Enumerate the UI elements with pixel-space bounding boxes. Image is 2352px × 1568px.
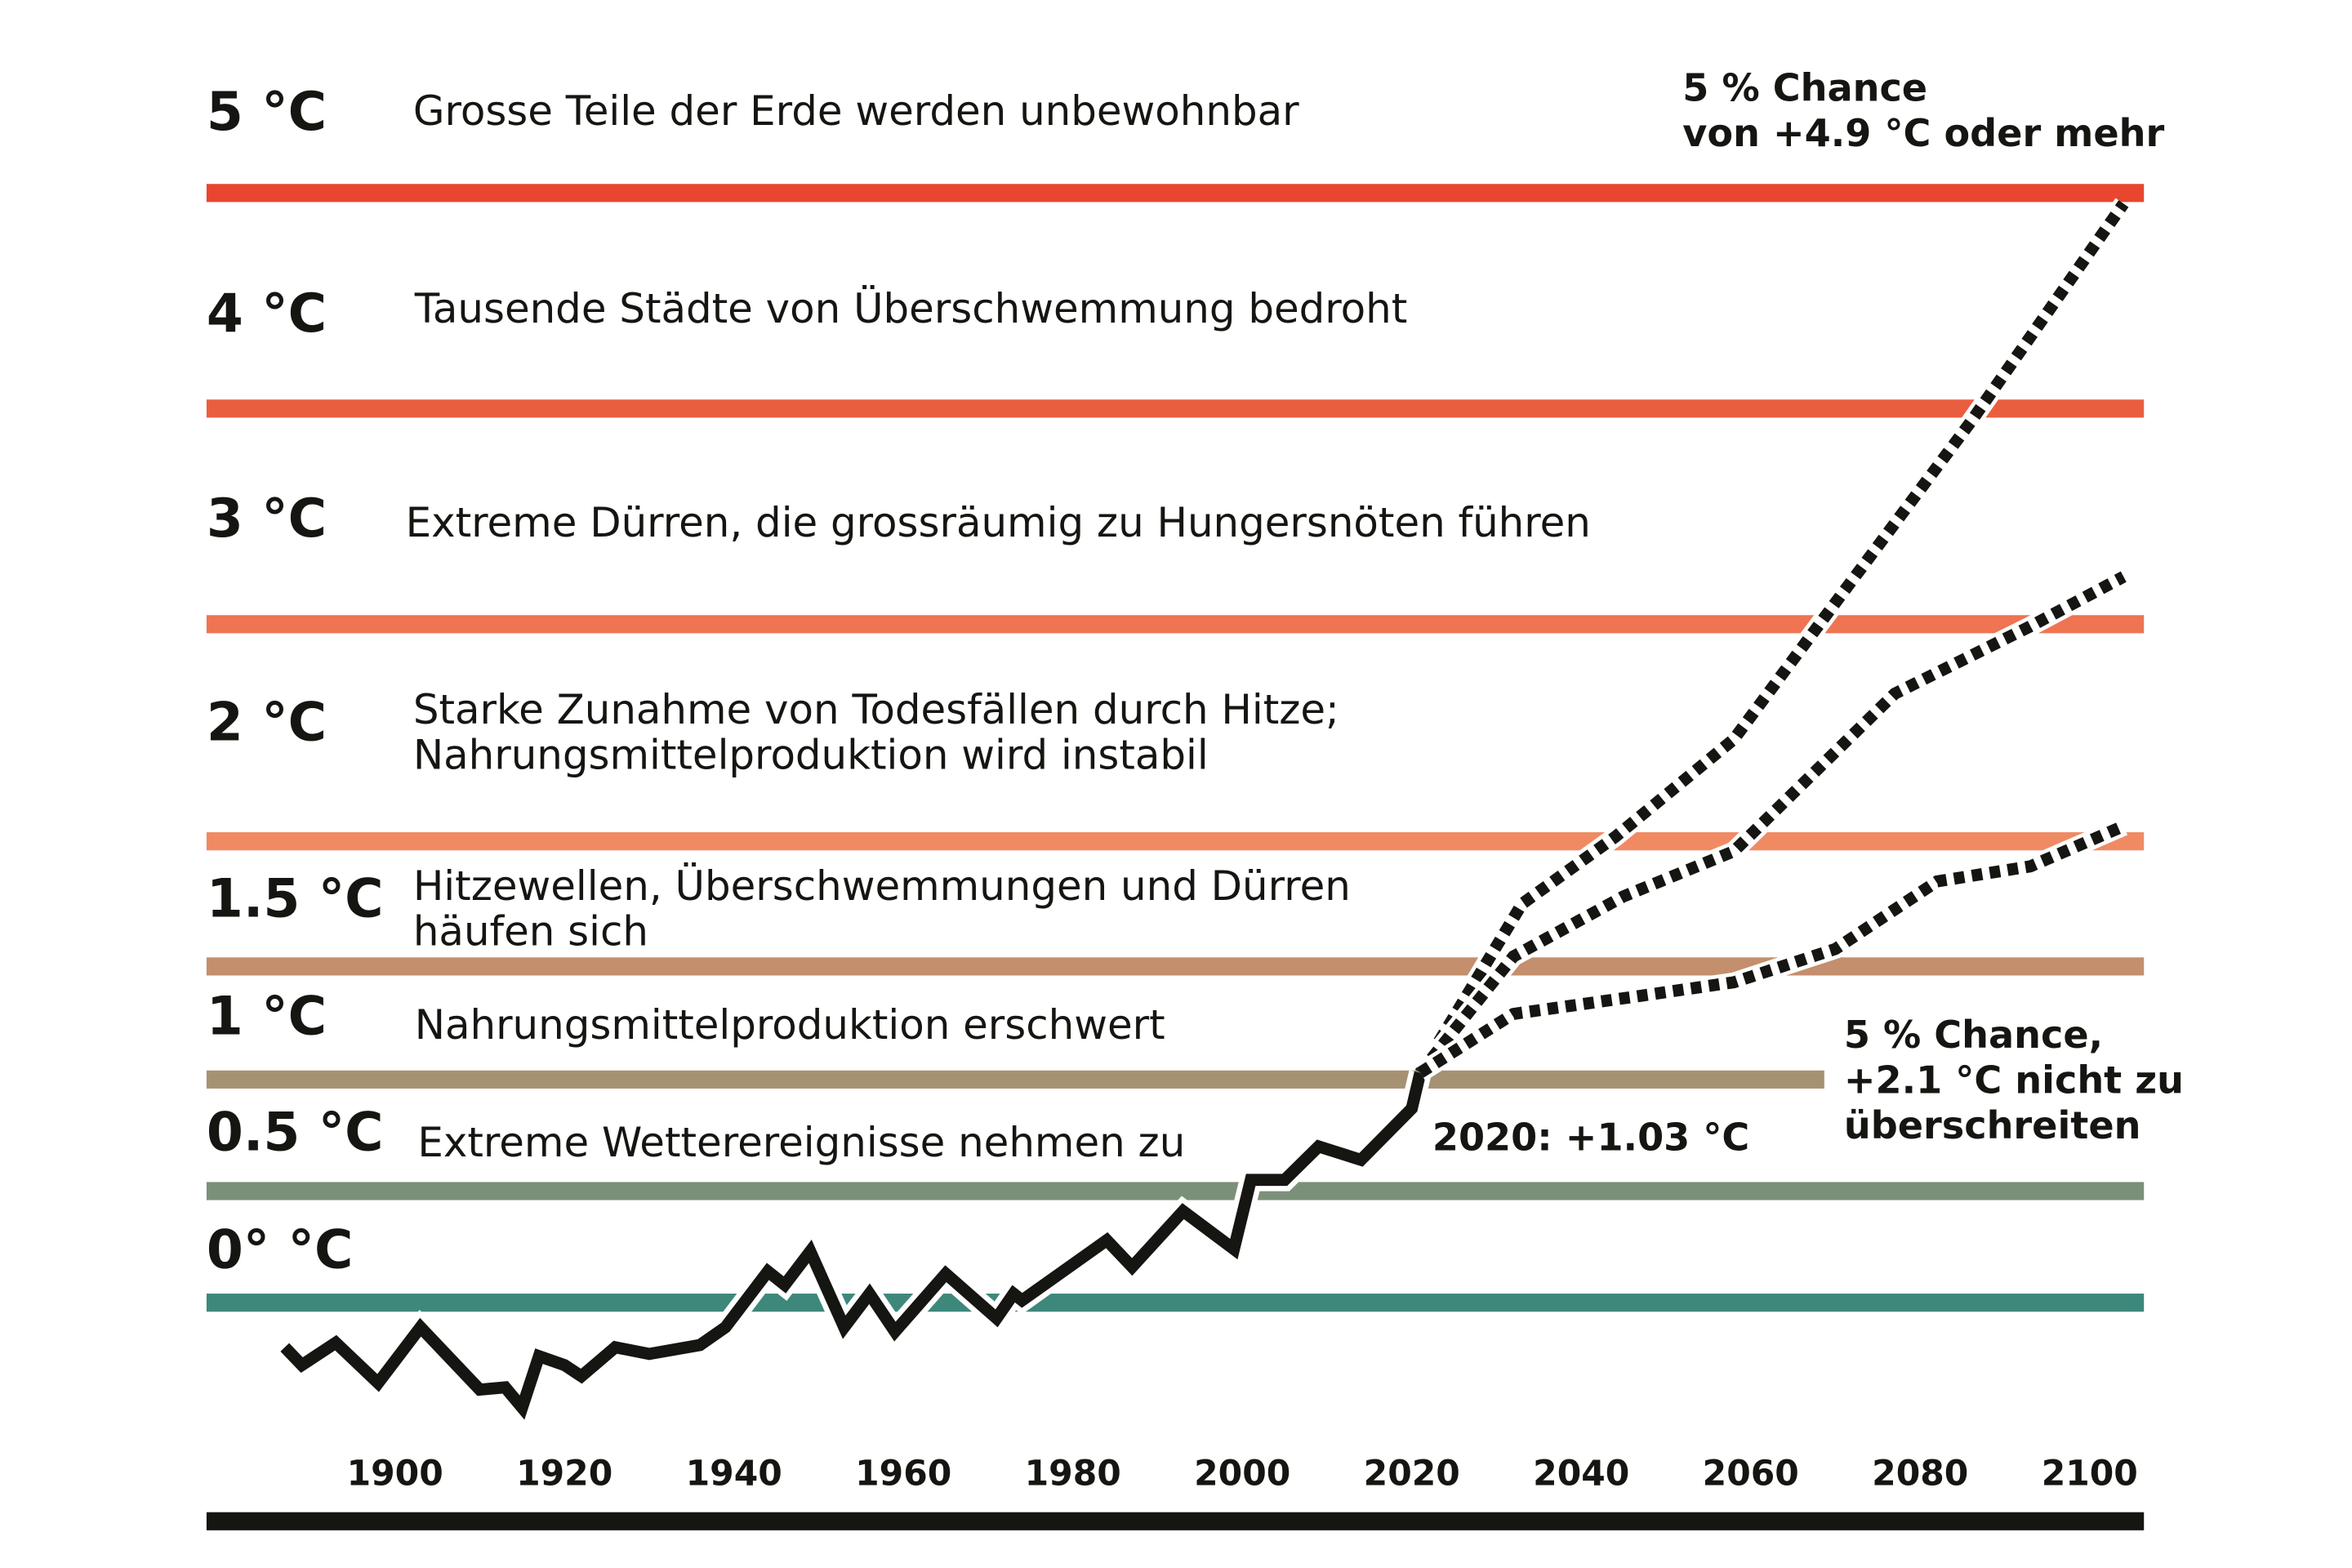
band-0 [206, 1294, 2145, 1312]
bottom-bar [206, 1512, 2145, 1530]
series-halo-2 [1412, 568, 2128, 1080]
band-1-5 [206, 957, 2145, 976]
band-5 [206, 184, 2145, 203]
level-desc-2-line2: Nahrungsmittelproduktion wird instabil [413, 732, 1209, 779]
band-2 [206, 832, 2145, 851]
level-desc-1-5-line2: häufen sich [413, 908, 648, 956]
level-label-2: 2 °C [207, 692, 327, 753]
x-tick-2040: 2040 [1533, 1454, 1629, 1494]
series-halo-1 [1411, 198, 2132, 1078]
band-0-5 [206, 1182, 2145, 1200]
annotation-high-line2: von +4.9 °C oder mehr [1682, 111, 2164, 155]
level-label-5: 5 °C [207, 82, 327, 143]
band-3 [206, 615, 2145, 634]
annotation-high-line1: 5 % Chance [1682, 66, 1927, 110]
x-tick-1980: 1980 [1025, 1454, 1121, 1494]
projection-line-2 [1415, 571, 2127, 1077]
x-tick-1920: 1920 [516, 1454, 612, 1494]
band-4 [206, 399, 2145, 418]
x-tick-2020: 2020 [1364, 1454, 1460, 1494]
annotation-current: 2020: +1.03 °C [1432, 1116, 1749, 1160]
level-desc-1-5-line1: Hitzewellen, Überschwemmungen und Dürren [413, 862, 1351, 910]
level-bands [206, 184, 2145, 1312]
x-tick-2100: 2100 [2042, 1454, 2138, 1494]
series-lines [276, 198, 2132, 1431]
level-label-1-5: 1.5 °C [207, 868, 384, 929]
x-tick-1960: 1960 [855, 1454, 951, 1494]
x-tick-2000: 2000 [1194, 1454, 1290, 1494]
level-label-1: 1 °C [207, 986, 327, 1047]
annotation-low-line2: +2.1 °C nicht zu [1844, 1058, 2184, 1102]
x-tick-2080: 2080 [1872, 1454, 1968, 1494]
annotation-low-line3: überschreiten [1844, 1103, 2141, 1147]
level-desc-5: Grosse Teile der Erde werden unbewohnbar [413, 87, 1299, 135]
level-label-3: 3 °C [207, 488, 327, 550]
level-desc-0-5: Extreme Wetterereignisse nehmen zu [417, 1119, 1185, 1166]
x-tick-1900: 1900 [347, 1454, 443, 1494]
level-desc-4: Tausende Städte von Überschwemmung bedro… [414, 285, 1408, 332]
x-tick-1940: 1940 [686, 1454, 782, 1494]
historical-line [280, 1071, 1427, 1420]
level-desc-2-line1: Starke Zunahme von Todesfällen durch Hit… [413, 686, 1339, 733]
level-desc-1: Nahrungsmittelproduktion erschwert [415, 1001, 1165, 1049]
level-label-4: 4 °C [207, 283, 327, 345]
level-label-0: 0° °C [207, 1220, 353, 1281]
x-tick-2060: 2060 [1703, 1454, 1799, 1494]
x-axis-ticks: 1900 1920 1940 1960 1980 2000 2020 2040 2060 2080… [347, 1454, 2138, 1494]
level-desc-3: Extreme Dürren, die grossräumig zu Hunge… [406, 499, 1591, 546]
level-label-0-5: 0.5 °C [207, 1102, 384, 1164]
band-1 [206, 1070, 1824, 1089]
annotation-low-line1: 5 % Chance, [1844, 1013, 2103, 1057]
projection-line-3 [1417, 820, 2127, 1078]
